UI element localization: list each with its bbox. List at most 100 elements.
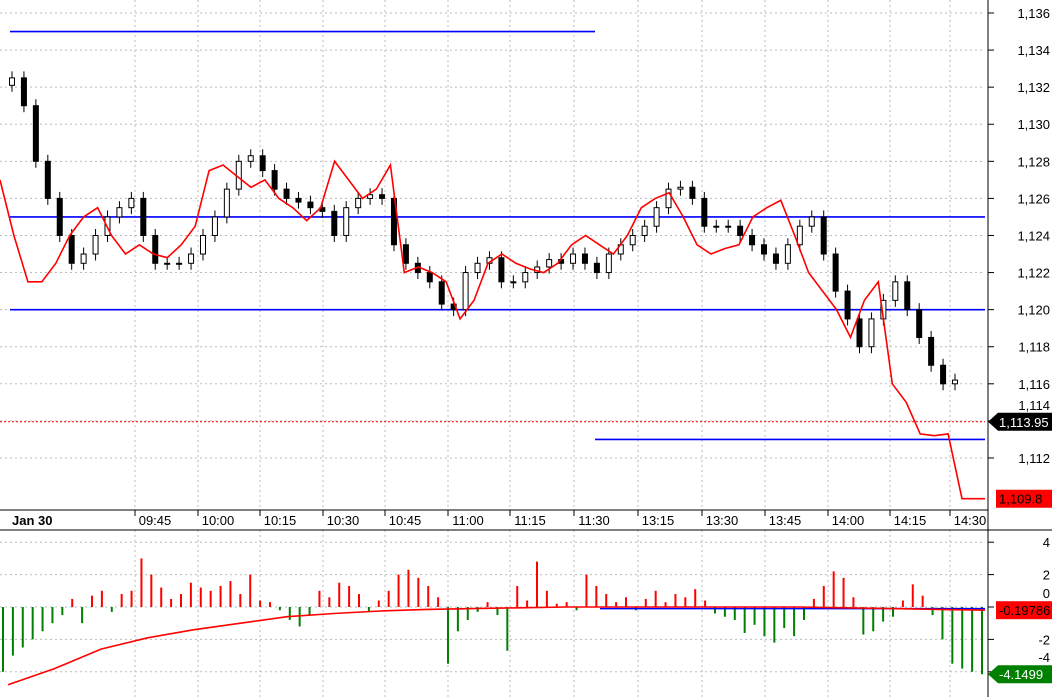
candle-body — [570, 253, 577, 264]
y-tick-label: 1,134 — [1017, 43, 1050, 58]
y-tick-label: 1,120 — [1017, 303, 1050, 318]
candle-body — [844, 290, 851, 320]
candle-body — [9, 77, 15, 86]
candle-body — [940, 364, 947, 385]
candle-body — [474, 262, 481, 274]
candle-body — [581, 253, 588, 264]
candle-body — [68, 234, 75, 264]
x-tick-label: 14:30 — [954, 513, 987, 528]
x-tick-label: 09:45 — [139, 513, 172, 528]
candle-body — [749, 234, 756, 246]
candle-body — [140, 197, 147, 236]
date-label: Jan 30 — [12, 513, 52, 528]
candle-body — [916, 309, 923, 338]
candle-body — [32, 105, 39, 162]
y-tick-label: 1,114 — [1018, 398, 1050, 413]
candle-body — [772, 253, 779, 264]
candle-body — [128, 197, 135, 209]
candle-body — [605, 253, 612, 274]
candle-body — [522, 272, 529, 283]
candle-body — [343, 207, 350, 236]
candle-body — [223, 188, 230, 218]
y-tick-label: -2 — [1038, 632, 1050, 647]
y-tick-label: 1,130 — [1017, 117, 1050, 132]
oscillator-bars — [2, 558, 985, 675]
candle-body — [211, 216, 218, 236]
candle-body — [784, 244, 791, 264]
value-tag-bg — [988, 412, 1052, 431]
candle-body — [689, 186, 696, 199]
value-tag-label: -0.19786 — [999, 603, 1050, 618]
candle-body — [677, 186, 684, 190]
candle-body — [510, 281, 517, 284]
candle-body — [701, 197, 708, 227]
candle-body — [593, 262, 600, 274]
candle-body — [904, 281, 911, 311]
grid — [0, 0, 985, 697]
candle-body — [56, 197, 63, 236]
y-tick-label: 4 — [1043, 535, 1050, 550]
x-tick-label: 10:45 — [389, 513, 422, 528]
indicator-line — [0, 159, 985, 500]
candle-body — [498, 257, 505, 283]
candle-body — [629, 234, 636, 246]
x-tick-label: 11:15 — [514, 513, 546, 528]
candle-body — [379, 194, 386, 199]
candle-body — [283, 188, 290, 199]
y-tick-label: -4 — [1038, 650, 1050, 665]
value-tag-label: 1,113.95 — [999, 415, 1049, 430]
candle-body — [44, 160, 51, 199]
value-tag-bg — [996, 601, 1052, 620]
candle-body — [832, 253, 839, 292]
candle-body — [737, 225, 744, 236]
candles — [9, 71, 958, 391]
candle-body — [80, 253, 87, 264]
candle-body — [641, 225, 648, 236]
candle-body — [725, 225, 732, 228]
candle-body — [952, 379, 958, 385]
candle-body — [820, 216, 827, 255]
last-value-labels: 1,113.95 1,109.8 -0.19786 -4.1499 — [988, 412, 1052, 684]
candle-body — [176, 262, 183, 265]
candle-body — [367, 194, 374, 199]
candle-body — [92, 234, 99, 255]
candle-body — [331, 210, 338, 236]
x-tick-label: 11:30 — [578, 513, 610, 528]
candle-body — [462, 272, 469, 311]
candle-body — [796, 225, 803, 246]
candle-body — [402, 244, 409, 264]
x-tick-label: 13:45 — [769, 513, 802, 528]
candle-body — [116, 207, 123, 218]
candle-body — [307, 201, 314, 209]
candle-body — [199, 234, 206, 255]
value-tag-bg — [996, 489, 1052, 508]
x-tick-label: 10:00 — [202, 513, 235, 528]
candle-body — [856, 318, 863, 348]
candle-body — [20, 77, 27, 107]
y-tick-label: 2 — [1043, 568, 1050, 583]
candle-body — [892, 281, 899, 301]
candle-body — [152, 234, 159, 264]
axes: 1,112 1,114 1,116 1,118 1,120 1,122 1,124 1,126… — [12, 6, 1050, 673]
x-tick-label: 13:30 — [706, 513, 739, 528]
value-tag-label: -4.1499 — [999, 667, 1043, 682]
x-tick-label: 14:00 — [832, 513, 865, 528]
y-tick-label: 1,128 — [1017, 154, 1050, 169]
candle-body — [438, 281, 445, 305]
candle-body — [653, 207, 660, 227]
x-tick-label: 10:30 — [327, 513, 360, 528]
value-tag-label: 1,109.8 — [999, 492, 1042, 507]
candle-body — [355, 197, 362, 209]
y-tick-label: 1,132 — [1017, 80, 1050, 95]
y-tick-label: 1,126 — [1017, 191, 1050, 206]
candle-body — [295, 197, 302, 203]
candle-body — [426, 272, 433, 283]
value-tag-bg — [988, 665, 1052, 684]
y-tick-label: 1,122 — [1017, 266, 1050, 281]
candle-body — [868, 318, 875, 348]
candle-body — [808, 216, 815, 227]
candle-body — [665, 188, 672, 209]
y-tick-label: 1,116 — [1018, 377, 1050, 392]
